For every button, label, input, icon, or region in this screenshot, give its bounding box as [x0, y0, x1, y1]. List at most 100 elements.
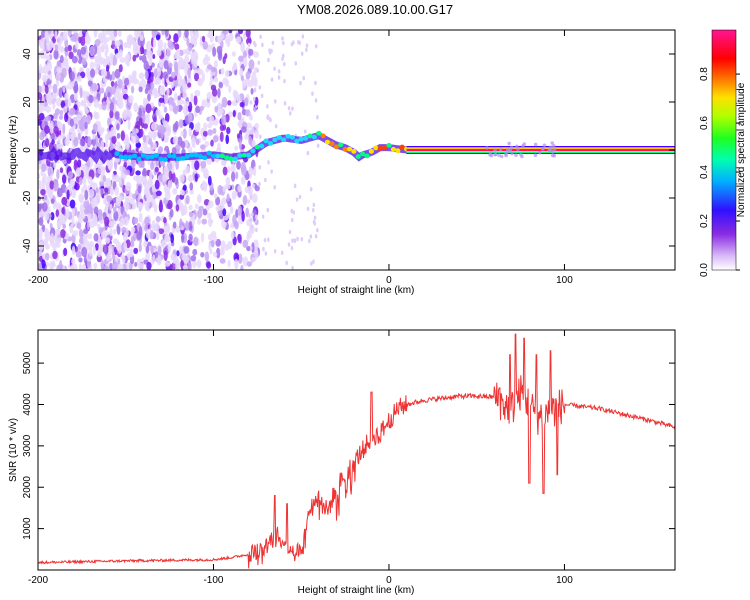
- spectrogram-cell: [111, 135, 117, 144]
- spectrogram-cell: [240, 264, 244, 270]
- spectrogram-cell: [316, 143, 320, 148]
- spectrogram-cell: [231, 190, 237, 200]
- spectrogram-cell: [138, 72, 145, 80]
- spectrogram-cell: [249, 195, 253, 200]
- spectrogram-cell: [245, 207, 250, 218]
- spectrogram-cell: [114, 174, 119, 183]
- spectrogram-cell: [206, 101, 211, 108]
- spectrogram-cell: [55, 209, 60, 218]
- spectrogram-cell: [220, 67, 225, 75]
- spectrogram-cell: [204, 251, 210, 262]
- spectrogram-cell: [56, 264, 62, 270]
- spectrogram-cell: [263, 237, 267, 243]
- snr-background: [38, 330, 675, 570]
- spectrogram-cell: [112, 206, 117, 213]
- spectrogram-ridge-blob: [162, 157, 168, 162]
- spectrogram-ridge-blob: [153, 153, 160, 158]
- spectrogram-cell: [179, 75, 183, 83]
- spectrogram-ytick-label: -20: [22, 190, 33, 205]
- spectrogram-cell: [242, 195, 248, 206]
- spectrogram-cell: [98, 227, 103, 235]
- spectrogram-cell: [224, 244, 230, 251]
- spectrogram-cell: [103, 265, 109, 270]
- spectrogram-cell: [178, 202, 184, 211]
- spectrogram-cell: [152, 116, 157, 123]
- spectrogram-cell: [247, 229, 253, 239]
- spectrogram-cell: [61, 174, 67, 184]
- spectrogram-cell: [533, 142, 538, 147]
- spectrogram-cell: [143, 60, 149, 71]
- spectrogram-cell: [201, 99, 207, 109]
- spectrogram-cell: [124, 77, 130, 86]
- spectrogram-ridge-blob: [342, 147, 348, 152]
- spectrogram-cell: [114, 68, 121, 79]
- spectrogram-cell: [163, 59, 169, 70]
- spectrogram-cell: [158, 114, 164, 120]
- spectrogram-cell: [316, 115, 319, 120]
- spectrogram-cell: [75, 41, 79, 50]
- spectrogram-cell: [230, 163, 236, 175]
- spectrogram-cell: [56, 169, 60, 180]
- spectrogram-cell: [499, 154, 504, 159]
- spectrogram-cell: [192, 248, 198, 256]
- spectrogram-cell: [521, 144, 525, 148]
- spectrogram-cell: [177, 30, 182, 38]
- spectrogram-cell: [92, 134, 96, 140]
- spectrogram-cell: [227, 259, 231, 268]
- spectrogram-cell: [167, 242, 172, 253]
- spectrogram-cell: [199, 144, 206, 150]
- spectrogram-cell: [87, 233, 93, 240]
- colorbar-gradient: [711, 29, 737, 271]
- spectrogram-cell: [237, 253, 243, 264]
- spectrogram-ridge-blob: [219, 153, 225, 159]
- spectrogram-cell: [38, 262, 43, 270]
- spectrogram-cell: [179, 245, 183, 253]
- spectrogram-cell: [314, 98, 318, 103]
- spectrogram-cell: [117, 30, 122, 37]
- spectrogram-cell: [55, 71, 61, 82]
- spectrogram-cell: [219, 124, 225, 132]
- spectrogram-cell: [237, 234, 242, 244]
- spectrogram-cell: [41, 163, 47, 173]
- spectrogram-cell: [184, 101, 190, 107]
- spectrogram-cell: [172, 188, 178, 195]
- spectrogram-ridge-blob: [294, 138, 300, 144]
- spectrogram-ridge-blob: [136, 156, 142, 162]
- spectrogram-cell: [78, 263, 82, 270]
- spectrogram-cell: [271, 40, 275, 46]
- spectrogram-cell: [100, 59, 106, 65]
- spectrogram-cell: [114, 186, 119, 196]
- spectrogram-cell: [268, 50, 272, 55]
- spectrogram-cell: [166, 199, 173, 210]
- spectrogram-cell: [180, 130, 184, 137]
- spectrogram-ridge-blob: [311, 134, 317, 140]
- spectrogram-cell: [89, 61, 95, 71]
- spectrogram-cell: [99, 87, 105, 94]
- spectrogram-ridge-blob: [272, 137, 278, 143]
- spectrogram-ridge-blob: [267, 141, 274, 146]
- spectrogram-cell: [166, 49, 171, 57]
- spectrogram-cell: [41, 74, 48, 82]
- spectrogram-cell: [171, 147, 177, 155]
- spectrogram-cell: [187, 261, 192, 270]
- spectrogram-cell: [155, 34, 161, 41]
- spectrogram-cell: [273, 249, 277, 254]
- spectrogram-cell: [188, 220, 193, 232]
- spectrogram-cell: [309, 234, 313, 239]
- spectrogram-cell: [264, 177, 267, 183]
- spectrogram-cell: [135, 170, 141, 176]
- spectrogram-cell: [53, 49, 59, 60]
- spectrogram-cell: [40, 188, 46, 196]
- spectrogram-cell: [290, 208, 294, 214]
- spectrogram-cell: [547, 148, 552, 153]
- spectrogram-cell: [200, 251, 205, 258]
- spectrogram-cell: [59, 167, 64, 174]
- spectrogram-cell: [121, 226, 127, 234]
- spectrogram-cell: [46, 181, 50, 191]
- spectrogram-cell: [164, 30, 169, 38]
- spectrogram-cell: [81, 58, 87, 65]
- spectrogram-cell: [128, 95, 134, 104]
- spectrogram-cell: [285, 260, 288, 266]
- spectrogram-cell: [161, 30, 166, 36]
- spectrogram-cell: [231, 51, 236, 57]
